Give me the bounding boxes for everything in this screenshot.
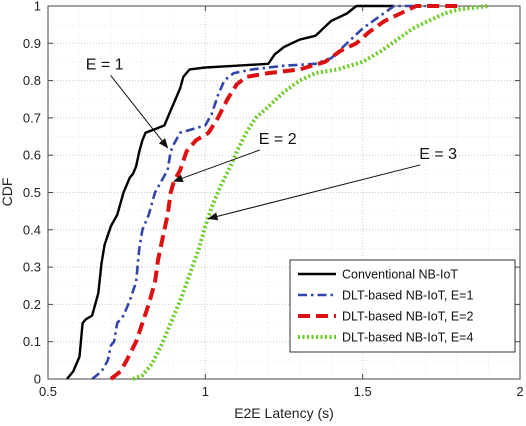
y-tick-label: 0.9 xyxy=(23,36,41,51)
y-tick-label: 0.1 xyxy=(23,334,41,349)
axes: 0.5 1 1.5 2 0 0.1 0.2 0.3 0.4 0.5 0.6 0.7 0.8 0.9 1 xyxy=(23,0,524,399)
annotation-label-3: E = 3 xyxy=(419,146,457,163)
y-axis-label: CDF xyxy=(0,178,15,207)
grid xyxy=(47,5,521,380)
x-tick-label: 1.5 xyxy=(354,384,372,399)
y-tick-label: 0.7 xyxy=(23,110,41,125)
data-series xyxy=(65,4,489,381)
annotations: E = 1 E = 2 E = 3 xyxy=(86,56,457,221)
x-axis-label: E2E Latency (s) xyxy=(234,405,334,421)
legend-label-2: DLT-based NB-IoT, E=1 xyxy=(342,289,473,303)
legend-label-4: DLT-based NB-IoT, E=4 xyxy=(342,331,473,345)
x-tick-label: 1 xyxy=(202,384,209,399)
annotation-arrow-1 xyxy=(110,75,169,149)
y-tick-label: 0.8 xyxy=(23,73,41,88)
y-tick-label: 0.6 xyxy=(23,148,41,163)
series-line-3 xyxy=(109,4,458,381)
series-line-2 xyxy=(91,4,426,381)
y-tick-label: 0 xyxy=(34,372,41,387)
annotation-arrow-2 xyxy=(172,149,260,182)
annotation-label-1: E = 1 xyxy=(86,56,124,73)
y-tick-label: 0.5 xyxy=(23,185,41,200)
annotation-arrow-3 xyxy=(207,164,421,221)
y-tick-label: 0.3 xyxy=(23,260,41,275)
legend-label-1: Conventional NB-IoT xyxy=(342,268,458,282)
y-tick-label: 0.4 xyxy=(23,222,41,237)
x-tick-label: 0.5 xyxy=(39,384,57,399)
series-line-1 xyxy=(65,4,395,380)
legend-label-3: DLT-based NB-IoT, E=2 xyxy=(342,310,473,324)
annotation-label-2: E = 2 xyxy=(259,131,297,148)
x-tick-label: 2 xyxy=(516,384,523,399)
y-tick-label: 1 xyxy=(34,0,41,14)
legend-box xyxy=(289,259,516,353)
series-line-4 xyxy=(132,4,489,381)
legend: Conventional NB-IoT DLT-based NB-IoT, E=1… xyxy=(289,259,516,353)
y-tick-label: 0.2 xyxy=(23,297,41,312)
